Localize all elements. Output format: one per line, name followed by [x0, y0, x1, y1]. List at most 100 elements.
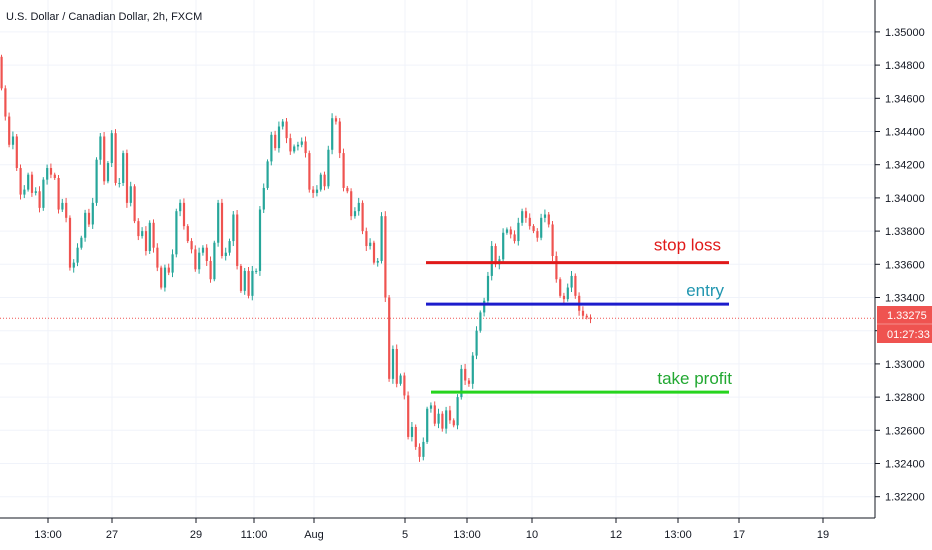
candle-body [274, 134, 277, 149]
candle-body [133, 186, 136, 222]
candle-body [23, 189, 26, 195]
price-tick-label: 1.32200 [885, 492, 925, 504]
candle-body [357, 202, 360, 212]
time-scale[interactable]: 13:00 27 29 11:00 Aug 5 13:00 10 12 13:00 17 19 [0, 517, 932, 550]
candle-body [61, 202, 64, 210]
candle-body [331, 118, 334, 150]
candle-body [87, 212, 91, 225]
candle-body [334, 118, 338, 122]
candle-body [76, 247, 79, 263]
candle-body [312, 189, 315, 193]
candlestick-series [0, 54, 592, 462]
candle-body [513, 234, 516, 242]
time-tick-label: 5 [402, 529, 408, 541]
candle-body [342, 153, 345, 188]
entry-label: entry [686, 281, 724, 300]
candle-body [114, 133, 117, 183]
candle-body [220, 202, 224, 256]
candle-body [350, 191, 353, 217]
candle-body [42, 179, 45, 208]
candle-body [224, 252, 227, 256]
candle-body [547, 214, 550, 225]
candle-body [361, 202, 364, 232]
candle-body [483, 300, 486, 313]
candle-body [144, 231, 148, 252]
candle-body [521, 211, 524, 223]
candle-body [103, 136, 106, 182]
time-scale-background [0, 518, 932, 550]
candle-body [4, 88, 7, 117]
candle-body [110, 133, 113, 164]
time-ticks: 13:00 27 29 11:00 Aug 5 13:00 10 12 13:00 17 19 [34, 518, 829, 541]
candle-body [403, 375, 406, 396]
candle-body [502, 232, 505, 260]
current-price-value: 1.33275 [887, 310, 927, 322]
candle-body [555, 256, 558, 280]
candle-body [277, 126, 281, 149]
candle-body [452, 420, 455, 426]
candle-body [479, 312, 482, 331]
candle-body [11, 136, 15, 145]
candle-body [160, 267, 163, 288]
candle-body [441, 413, 444, 429]
candle-body [141, 231, 144, 237]
candle-body [262, 187, 265, 210]
candle-body [213, 242, 216, 280]
candle-body [304, 141, 307, 154]
candle-body [163, 267, 167, 288]
candle-body [562, 295, 566, 300]
price-scale[interactable]: 1.35000 1.34800 1.34600 1.34400 1.34200 1.340… [874, 0, 932, 550]
candle-body [247, 270, 250, 296]
candle-body [106, 163, 110, 182]
candle-body [201, 247, 205, 253]
candle-body [125, 153, 129, 203]
trade-annotations[interactable]: stop loss entry take profit [426, 236, 732, 394]
candle-body [372, 242, 376, 263]
candle-body [243, 270, 246, 291]
candle-body [365, 231, 368, 247]
price-tick-label: 1.35000 [885, 27, 925, 39]
candle-body [433, 405, 436, 424]
candle-body [410, 426, 414, 437]
candle-body [319, 174, 322, 190]
candle-body [137, 221, 140, 237]
candle-body [467, 380, 471, 384]
price-tick-label: 1.32800 [885, 392, 925, 404]
candle-body [209, 260, 212, 280]
candle-body [353, 211, 357, 217]
candle-body [30, 174, 34, 193]
price-tick-label: 1.33000 [885, 359, 925, 371]
candle-body [179, 202, 182, 212]
candle-body [239, 265, 243, 291]
candle-body [300, 141, 303, 145]
candle-body [471, 355, 474, 384]
candle-body [255, 270, 258, 272]
price-tick-label: 1.34800 [885, 60, 925, 72]
candle-body [445, 410, 448, 429]
candle-body [391, 348, 395, 379]
candle-body [281, 121, 284, 127]
candle-body [570, 275, 573, 288]
candle-body [80, 237, 83, 248]
take-profit-label: take profit [657, 369, 732, 388]
candle-body [258, 209, 262, 271]
candle-body [65, 202, 68, 218]
price-tick-label: 1.33800 [885, 226, 925, 238]
candle-body [175, 211, 178, 255]
candle-body [296, 144, 300, 147]
candle-body [422, 441, 425, 457]
candle-body [388, 297, 391, 379]
candle-body [369, 242, 372, 247]
candle-body [228, 241, 231, 253]
time-tick-label: Aug [304, 529, 324, 541]
time-tick-label: 13:00 [453, 529, 481, 541]
candle-body [494, 246, 497, 265]
candle-body [15, 136, 18, 169]
candle-body [68, 217, 72, 268]
candle-body [8, 116, 11, 145]
candle-body [148, 222, 151, 252]
candle-body [384, 216, 387, 298]
candle-body [456, 397, 459, 426]
candle-body [152, 222, 155, 248]
